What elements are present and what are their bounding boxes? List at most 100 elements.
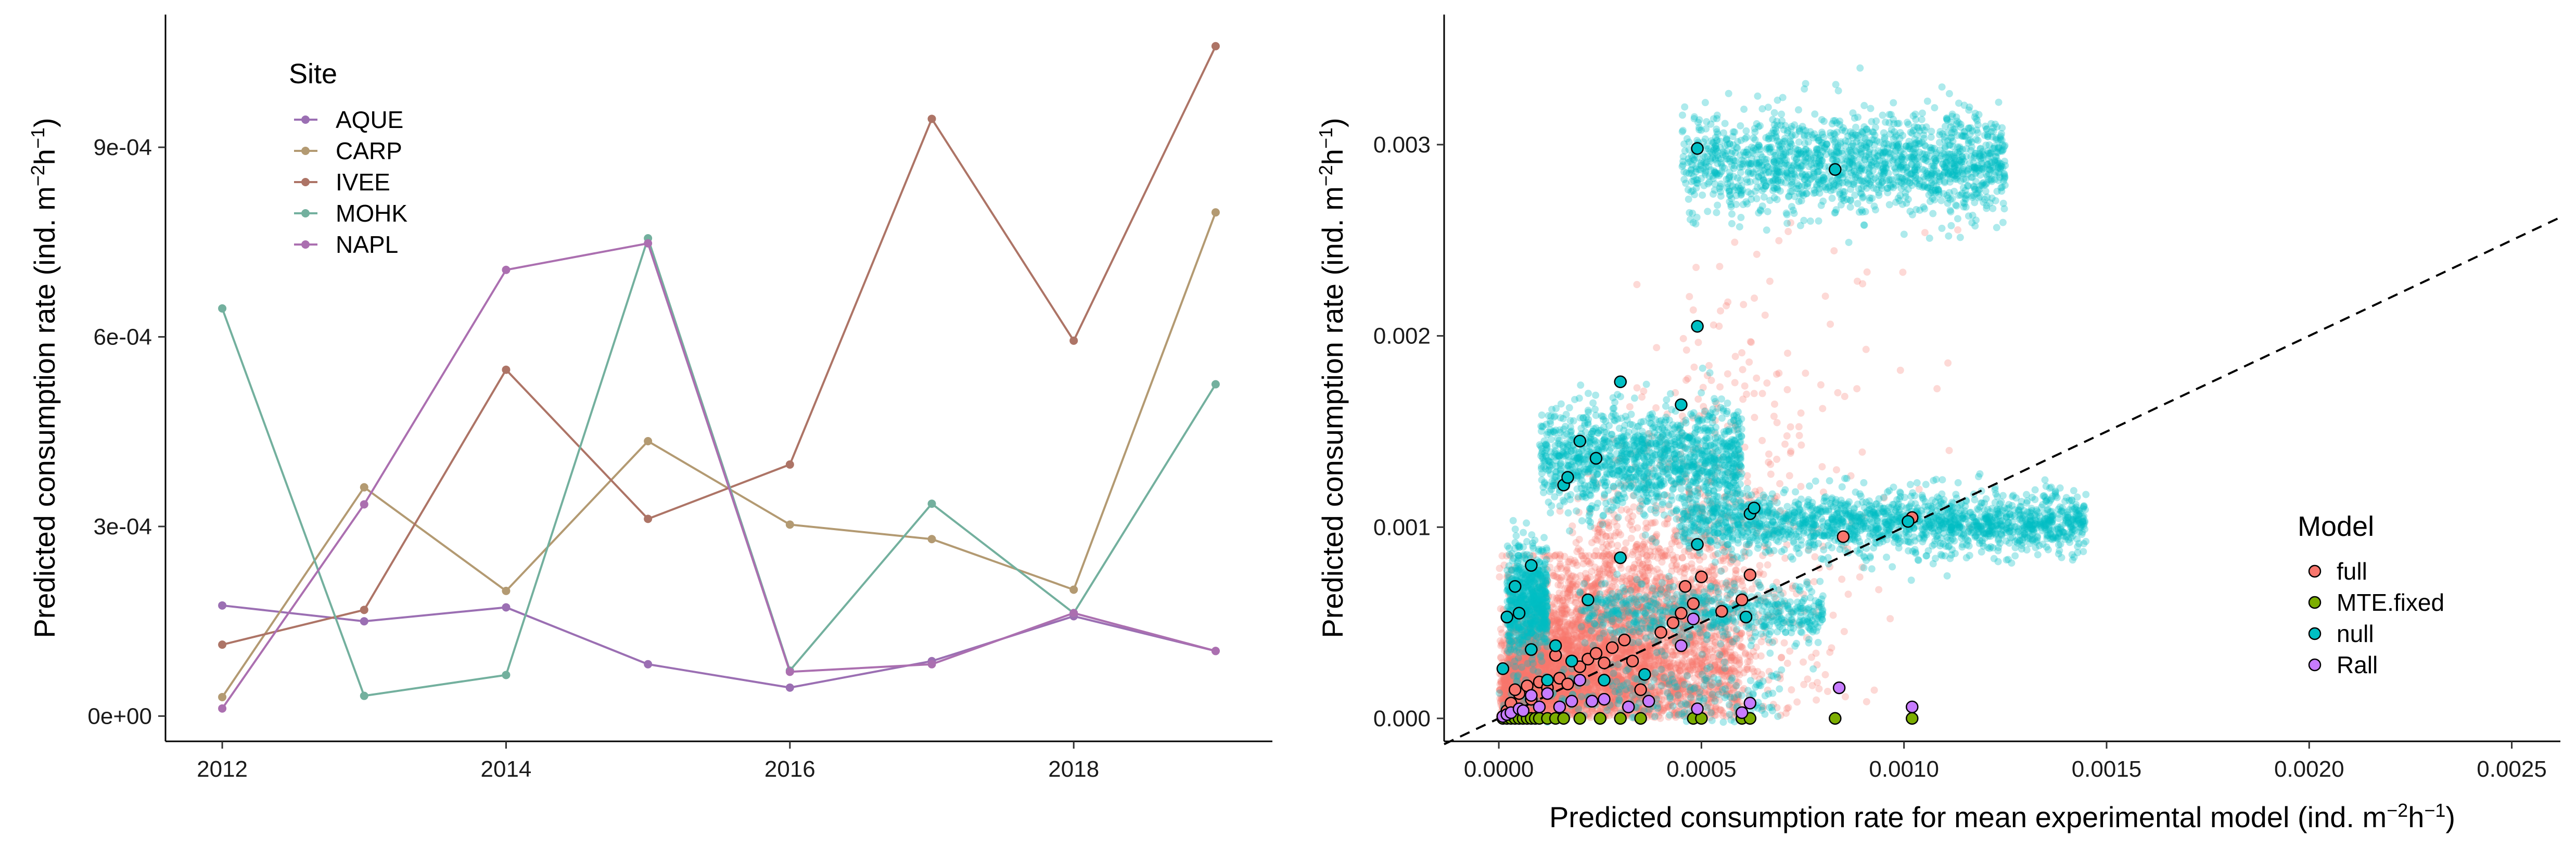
cloud-point xyxy=(1758,437,1766,444)
data-point xyxy=(1212,42,1220,50)
cloud-point xyxy=(1818,463,1826,470)
cloud-point xyxy=(1933,385,1941,392)
cloud-point xyxy=(1787,447,1794,455)
cloud-point xyxy=(1692,264,1700,271)
data-point xyxy=(786,684,794,692)
cloud-point xyxy=(1841,393,1848,400)
cloud-point xyxy=(1662,639,1669,647)
data-point xyxy=(218,601,226,610)
cloud-point xyxy=(1741,382,1749,390)
cloud-point xyxy=(1634,384,1641,391)
cloud-point xyxy=(1684,375,1691,382)
cloud-point xyxy=(1694,339,1702,346)
data-point xyxy=(644,239,652,248)
cloud-point xyxy=(1797,483,1804,490)
cloud-point xyxy=(1745,358,1753,366)
cloud-point xyxy=(1795,423,1803,430)
x-tick-label: 2014 xyxy=(481,756,532,782)
cloud-point xyxy=(1767,470,1775,478)
cloud-point xyxy=(1864,268,1871,276)
data-point xyxy=(644,515,652,523)
y-tick-label: 3e-04 xyxy=(93,514,152,539)
cloud-point xyxy=(1813,650,1820,657)
data-point xyxy=(786,667,794,676)
data-point xyxy=(502,671,510,679)
cloud-point xyxy=(1576,536,1583,543)
legend-label: AQUE xyxy=(336,106,403,133)
cloud-point xyxy=(1853,385,1860,392)
cloud-point xyxy=(1834,389,1841,396)
cloud-point xyxy=(1784,660,1791,667)
cloud-point xyxy=(1751,414,1758,421)
cloud-point xyxy=(1751,390,1758,397)
cloud-point xyxy=(1742,649,1749,657)
data-point xyxy=(360,617,368,625)
cloud-point xyxy=(1746,658,1753,665)
data-point xyxy=(1069,337,1078,345)
cloud-point xyxy=(1751,294,1758,302)
data-point xyxy=(218,640,226,649)
cloud-point xyxy=(1783,386,1791,393)
cloud-point xyxy=(1830,612,1837,619)
cloud-point xyxy=(1815,685,1822,692)
cloud-point xyxy=(1781,639,1788,647)
cloud-point xyxy=(1749,585,1756,593)
x-tick-label: 2016 xyxy=(764,756,815,782)
data-point xyxy=(502,603,510,611)
y-tick-label: 6e-04 xyxy=(93,325,152,350)
cloud-point xyxy=(1954,226,1961,234)
cloud-point xyxy=(1740,301,1747,308)
cloud-point xyxy=(1830,247,1838,254)
legend-title: Site xyxy=(289,58,337,89)
data-point xyxy=(360,692,368,700)
legend-key-dot xyxy=(301,209,310,217)
cloud-point xyxy=(1797,442,1805,449)
cloud-point xyxy=(1756,562,1764,569)
cloud-point xyxy=(1845,590,1852,598)
legend-label: IVEE xyxy=(336,169,390,196)
cloud-point xyxy=(1783,432,1791,440)
cloud-point xyxy=(1613,522,1621,530)
cloud-point xyxy=(1821,671,1829,678)
cloud-point xyxy=(1732,567,1739,574)
cloud-point xyxy=(1649,519,1656,526)
cloud-point xyxy=(1732,353,1739,360)
cloud-point xyxy=(1788,686,1795,693)
cloud-point xyxy=(1694,395,1702,403)
cloud-point xyxy=(1633,543,1640,550)
cloud-point xyxy=(1764,561,1771,569)
cloud-point xyxy=(1899,268,1906,276)
cloud-point xyxy=(1856,573,1864,581)
cloud-point xyxy=(1641,539,1648,546)
cloud-point xyxy=(1640,388,1647,395)
x-tick-label: 2018 xyxy=(1048,756,1099,782)
cloud-point xyxy=(1859,448,1866,456)
cloud-point xyxy=(1759,390,1766,397)
cloud-point xyxy=(1591,536,1599,543)
cloud-point xyxy=(1661,520,1668,528)
legend-key-dot xyxy=(301,178,310,186)
legend-label: NAPL xyxy=(336,231,398,258)
y-axis-title: Predicted consumption rate (ind. m−2h−1) xyxy=(27,118,61,638)
data-point xyxy=(360,500,368,508)
cloud-point xyxy=(1863,346,1870,353)
cloud-point xyxy=(1738,349,1745,356)
cloud-point xyxy=(1683,346,1690,354)
cloud-point xyxy=(1763,379,1770,387)
cloud-point xyxy=(1783,705,1791,712)
data-point xyxy=(928,535,936,543)
data-point xyxy=(644,437,652,445)
cloud-point xyxy=(1567,556,1574,563)
cloud-point xyxy=(1753,251,1761,258)
cloud-point xyxy=(1817,381,1825,389)
cloud-point xyxy=(1765,451,1772,458)
cloud-point xyxy=(1833,466,1840,473)
cloud-point xyxy=(1786,472,1793,479)
cloud-point xyxy=(1705,362,1713,369)
cloud-point xyxy=(1629,512,1636,520)
cloud-point xyxy=(1776,480,1783,487)
data-point xyxy=(218,704,226,713)
data-point xyxy=(218,693,226,701)
cloud-point xyxy=(1496,573,1503,581)
data-point xyxy=(218,304,226,313)
